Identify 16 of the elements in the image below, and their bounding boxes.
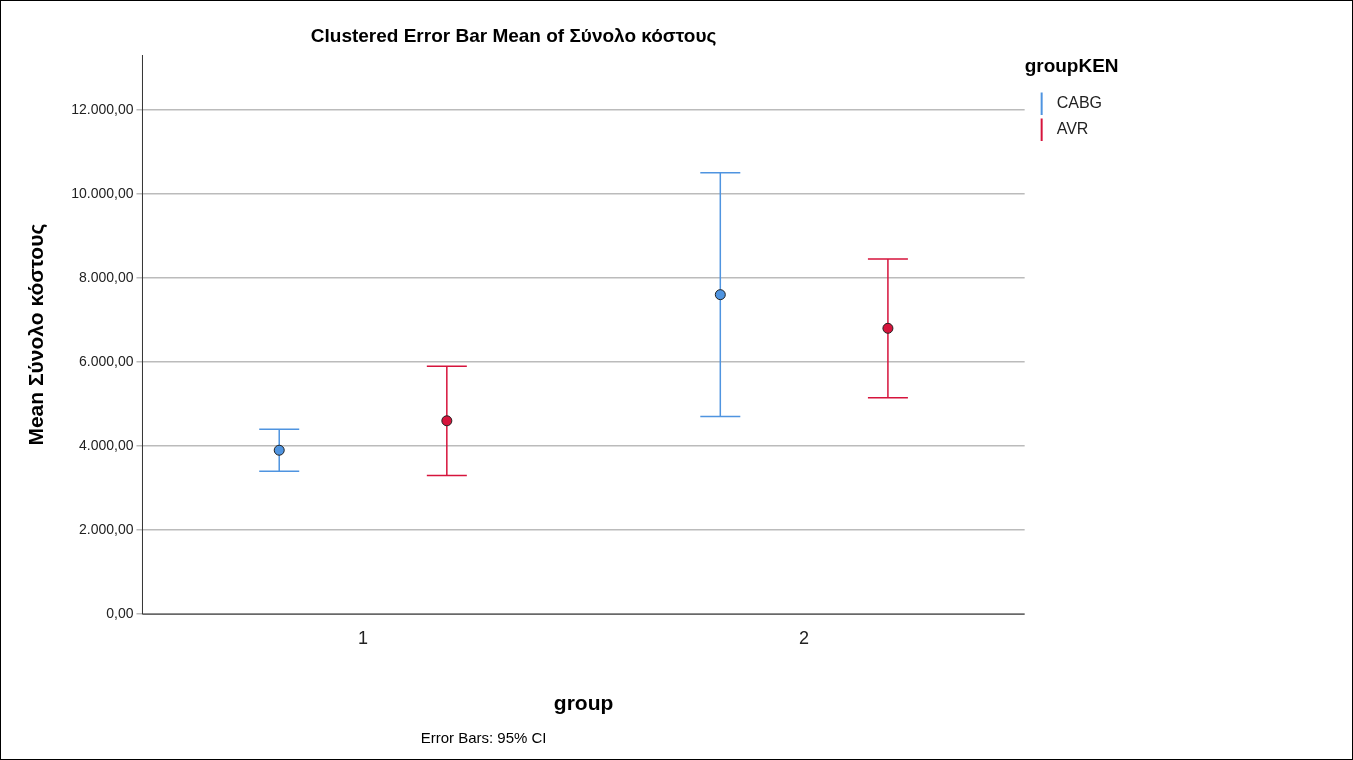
y-tick-label: 2.000,00 xyxy=(78,520,134,537)
y-tick-label: 6.000,00 xyxy=(78,352,134,369)
legend-label: CABG xyxy=(1056,94,1102,112)
chart-title: Clustered Error Bar Mean of Σύνολο κόστους xyxy=(310,25,717,47)
y-axis-title: Mean Σύνολο κόστους xyxy=(24,223,49,446)
y-tick-label: 12.000,00 xyxy=(71,100,134,117)
y-tick-label: 10.000,00 xyxy=(71,184,134,201)
y-tick-label: 8.000,00 xyxy=(78,268,134,285)
y-tick-label: 0,00 xyxy=(106,605,134,622)
text: Error Bars: 95% CI xyxy=(420,729,547,747)
x-tick-label: 2 xyxy=(799,627,810,648)
x-axis-title: group xyxy=(553,691,614,715)
x-tick-label: 1 xyxy=(358,627,369,648)
legend-label: AVR xyxy=(1056,120,1089,138)
y-tick-label: 4.000,00 xyxy=(78,436,134,453)
legend-title: groupKEN xyxy=(1024,54,1119,76)
